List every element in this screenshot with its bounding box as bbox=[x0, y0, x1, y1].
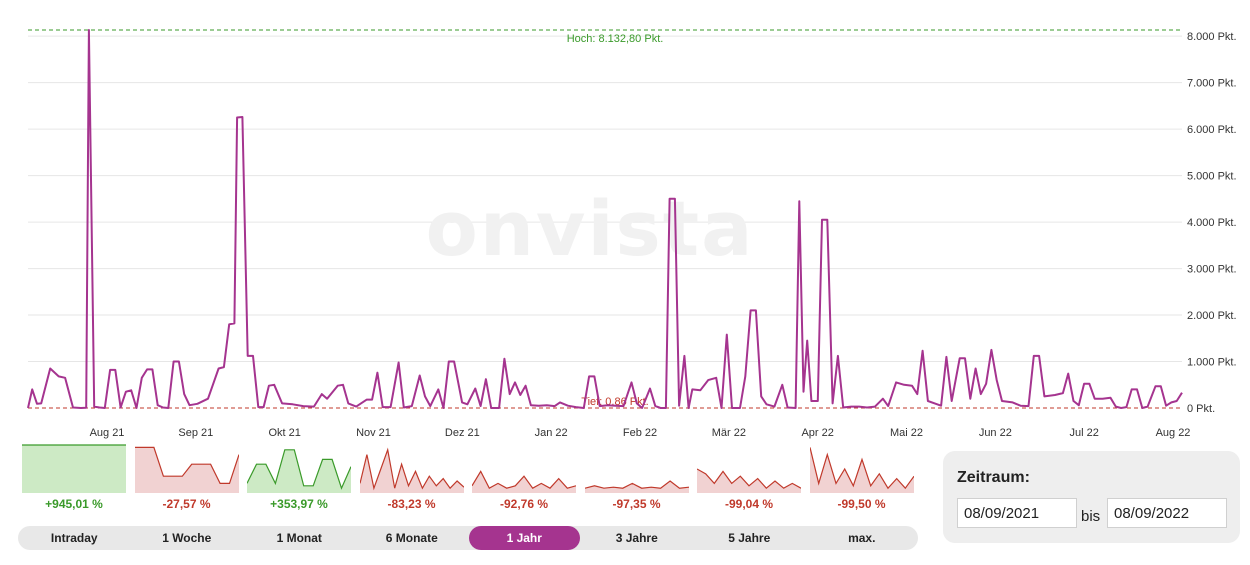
mini-chart-line bbox=[809, 447, 914, 490]
y-tick-label: 3.000 Pkt. bbox=[1187, 264, 1237, 276]
watermark-logo: onvista bbox=[426, 184, 755, 273]
mini-chart-plot bbox=[134, 446, 239, 493]
y-tick-label: 5.000 Pkt. bbox=[1187, 171, 1237, 183]
x-tick-label: Nov 21 bbox=[356, 427, 391, 439]
mini-chart[interactable]: -83,23 % bbox=[359, 443, 464, 515]
main-price-chart[interactable]: onvista Hoch: 8.132,80 Pkt. Tief: 0,86 P… bbox=[0, 0, 1250, 440]
mini-chart-change-label: -99,04 % bbox=[724, 497, 774, 511]
date-from-input[interactable] bbox=[957, 498, 1077, 528]
range-button-intraday[interactable]: Intraday bbox=[50, 531, 98, 545]
mini-chart-plot bbox=[697, 468, 801, 493]
range-button-1-jahr[interactable]: 1 Jahr bbox=[469, 526, 580, 550]
y-tick-label: 2.000 Pkt. bbox=[1187, 310, 1237, 322]
mini-chart-area bbox=[134, 447, 239, 493]
performance-mini-charts: +945,01 % -27,57 % +353,97 % -83,23 % -92,76… bbox=[22, 443, 918, 515]
range-button-6-monate[interactable]: 6 Monate bbox=[385, 531, 438, 545]
x-axis: Aug 21 Sep 21 Okt 21 Nov 21 Dez 21 Jan 22 Feb … bbox=[90, 427, 1191, 439]
mini-chart-line bbox=[359, 447, 464, 491]
mini-chart[interactable]: -99,50 % bbox=[809, 443, 914, 515]
mini-chart-line bbox=[697, 468, 801, 490]
range-button-5-jahre[interactable]: 5 Jahre bbox=[728, 531, 771, 545]
mini-chart-plot bbox=[472, 470, 576, 493]
x-tick-label: Mai 22 bbox=[890, 427, 923, 439]
mini-chart-plot bbox=[809, 447, 914, 493]
date-range-separator: bis bbox=[1081, 508, 1101, 525]
mini-chart-line bbox=[584, 480, 689, 489]
mini-chart-change-label: -97,35 % bbox=[612, 497, 661, 511]
mini-chart-area bbox=[584, 481, 689, 493]
mini-chart[interactable]: +353,97 % bbox=[247, 443, 351, 515]
x-tick-label: Jul 22 bbox=[1069, 427, 1098, 439]
mini-chart-area bbox=[22, 445, 126, 493]
mini-chart-area bbox=[472, 471, 576, 493]
range-button-3-jahre[interactable]: 3 Jahre bbox=[615, 531, 658, 545]
x-tick-label: Aug 21 bbox=[90, 427, 125, 439]
mini-chart-change-label: -92,76 % bbox=[499, 497, 549, 511]
mini-chart-plot bbox=[22, 444, 126, 493]
gridlines bbox=[28, 35, 1182, 363]
mini-chart[interactable]: -27,57 % bbox=[134, 443, 239, 515]
x-tick-label: Dez 21 bbox=[445, 427, 480, 439]
x-tick-label: Jan 22 bbox=[535, 427, 568, 439]
mini-chart-change-label: -99,50 % bbox=[837, 497, 886, 511]
range-button-1-monat[interactable]: 1 Monat bbox=[276, 531, 322, 545]
mini-chart-plot bbox=[247, 449, 351, 493]
mini-chart[interactable]: -92,76 % bbox=[472, 443, 576, 515]
x-tick-label: Feb 22 bbox=[623, 427, 657, 439]
mini-chart-line bbox=[134, 446, 239, 484]
y-tick-label: 0 Pkt. bbox=[1187, 403, 1215, 415]
range-button-1-woche[interactable]: 1 Woche bbox=[162, 531, 212, 545]
range-button-max[interactable]: max. bbox=[848, 531, 876, 545]
mini-chart-area bbox=[809, 447, 914, 493]
date-range-panel: Zeitraum: bis bbox=[943, 451, 1240, 543]
mini-chart-area bbox=[697, 469, 801, 493]
mini-chart-change-label: -83,23 % bbox=[387, 497, 436, 511]
mini-chart[interactable]: -97,35 % bbox=[584, 443, 689, 515]
x-tick-label: Okt 21 bbox=[268, 427, 300, 439]
mini-chart-area bbox=[247, 449, 351, 493]
x-tick-label: Mär 22 bbox=[712, 427, 746, 439]
mini-chart-plot bbox=[359, 447, 464, 493]
mini-chart-change-label: +353,97 % bbox=[270, 497, 328, 511]
x-tick-label: Apr 22 bbox=[801, 427, 833, 439]
price-series-line bbox=[27, 29, 1183, 409]
mini-chart-area bbox=[359, 449, 464, 493]
mini-chart-line bbox=[247, 449, 351, 490]
y-tick-label: 6.000 Pkt. bbox=[1187, 124, 1237, 136]
y-tick-label: 1.000 Pkt. bbox=[1187, 357, 1237, 369]
mini-chart[interactable]: +945,01 % bbox=[22, 443, 126, 515]
x-tick-label: Sep 21 bbox=[178, 427, 213, 439]
mini-chart-change-label: +945,01 % bbox=[45, 497, 103, 511]
date-to-input[interactable] bbox=[1107, 498, 1227, 528]
x-tick-label: Jun 22 bbox=[979, 427, 1012, 439]
date-range-title: Zeitraum: bbox=[957, 469, 1030, 486]
high-label: Hoch: 8.132,80 Pkt. bbox=[567, 33, 664, 45]
y-tick-label: 4.000 Pkt. bbox=[1187, 217, 1237, 229]
mini-chart-plot bbox=[584, 480, 689, 493]
mini-chart[interactable]: -99,04 % bbox=[697, 443, 801, 515]
mini-chart-line bbox=[472, 470, 576, 490]
y-tick-label: 8.000 Pkt. bbox=[1187, 31, 1237, 43]
y-tick-label: 7.000 Pkt. bbox=[1187, 78, 1237, 90]
time-range-selector: Intraday 1 Woche 1 Monat 6 Monate 1 Jahr 3 Ja… bbox=[18, 526, 918, 550]
mini-chart-change-label: -27,57 % bbox=[162, 497, 211, 511]
y-axis: 8.000 Pkt. 7.000 Pkt. 6.000 Pkt. 5.000 Pkt.… bbox=[1187, 31, 1237, 415]
x-tick-label: Aug 22 bbox=[1156, 427, 1191, 439]
